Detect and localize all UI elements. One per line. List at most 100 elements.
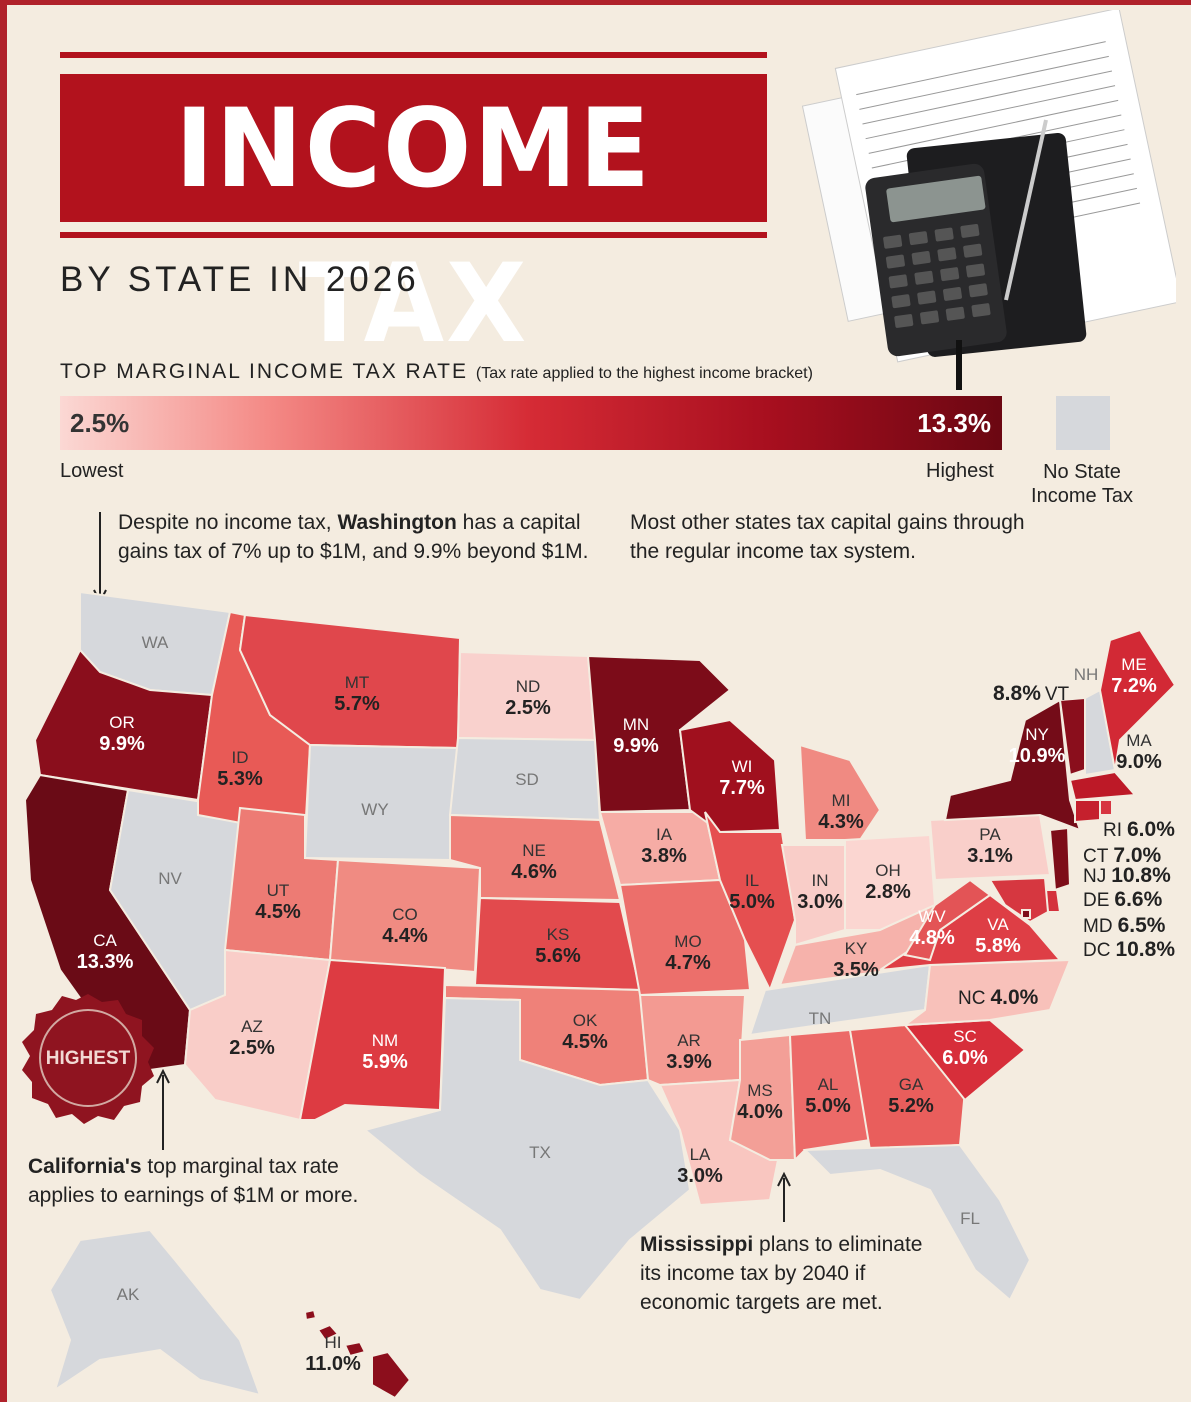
legend-no-tax-label: No State Income Tax (1031, 461, 1133, 507)
state-rate-MA: 9.0% (1116, 751, 1162, 773)
state-abbr-ID: ID (232, 748, 249, 767)
state-MO (618, 878, 752, 997)
state-abbr-IN: IN (812, 871, 829, 890)
state-abbr-VA: VA (987, 915, 1009, 934)
state-abbr-CA: CA (93, 931, 117, 950)
state-rate-NY: 10.9% (1009, 745, 1066, 767)
state-rate-CO: 4.4% (382, 925, 428, 947)
state-abbr-NM: NM (372, 1031, 398, 1050)
california-note: California's top marginal tax rate appli… (28, 1155, 359, 1207)
state-abbr-MN: MN (623, 715, 649, 734)
legend-max-value: 13.3% (917, 408, 991, 438)
state-abbr-PA: PA (979, 825, 1001, 844)
state-abbr-MT: MT (345, 673, 370, 692)
left-border (0, 0, 7, 1402)
state-rate-MO: 4.7% (665, 952, 711, 974)
state-abbr-AR: AR (677, 1031, 701, 1050)
state-NJ (1048, 826, 1072, 892)
state-abbr-UT: UT (267, 881, 290, 900)
state-callout-MD: MD 6.5% (1083, 914, 1166, 937)
state-rate-WV: 4.8% (909, 927, 955, 949)
state-abbr-GA: GA (899, 1075, 924, 1094)
state-abbr-NH: NH (1074, 665, 1099, 684)
state-rate-AL: 5.0% (805, 1095, 851, 1117)
state-DC (1021, 909, 1031, 919)
state-callout-VT: 8.8% VT (993, 682, 1070, 705)
state-abbr-MS: MS (747, 1081, 773, 1100)
page-subtitle: BY STATE IN 2026 (60, 260, 420, 299)
state-MD (988, 876, 1050, 924)
state-WI (678, 718, 782, 834)
state-abbr-ME: ME (1121, 655, 1147, 674)
state-ME (1098, 628, 1177, 771)
state-rate-LA: 3.0% (677, 1165, 723, 1187)
state-abbr-SD: SD (515, 770, 539, 789)
state-abbr-WI: WI (732, 757, 753, 776)
state-abbr-TN: TN (809, 1009, 832, 1028)
state-abbr-NV: NV (158, 869, 182, 888)
state-callout-CT: CT 7.0% (1083, 844, 1162, 867)
state-rate-ND: 2.5% (505, 697, 551, 719)
legend-max-label: Highest (926, 460, 994, 482)
state-rate-ME: 7.2% (1111, 675, 1157, 697)
state-shapes (23, 590, 1177, 1400)
state-abbr-KY: KY (845, 939, 868, 958)
state-abbr-ND: ND (516, 677, 541, 696)
state-rate-PA: 3.1% (967, 845, 1013, 867)
state-rate-OR: 9.9% (99, 733, 145, 755)
highest-seal: HIGHEST (22, 994, 154, 1124)
state-abbr-FL: FL (960, 1209, 980, 1228)
state-rate-IA: 3.8% (641, 845, 687, 867)
state-rate-VA: 5.8% (975, 935, 1021, 957)
seal-text: HIGHEST (46, 1048, 131, 1069)
state-callout-DE: DE 6.6% (1083, 888, 1163, 911)
state-abbr-NY: NY (1025, 725, 1049, 744)
state-WV (903, 878, 992, 962)
state-rate-GA: 5.2% (888, 1095, 934, 1117)
state-rate-NE: 4.6% (511, 861, 557, 883)
state-MA (1068, 770, 1138, 802)
state-rate-AR: 3.9% (666, 1051, 712, 1073)
legend-min-value: 2.5% (70, 408, 130, 438)
state-rate-UT: 4.5% (255, 901, 301, 923)
state-abbr-MO: MO (674, 932, 701, 951)
state-rate-MI: 4.3% (818, 811, 864, 833)
state-CT (1074, 799, 1101, 824)
state-AL (788, 1028, 872, 1163)
state-rate-CA: 13.3% (77, 951, 134, 973)
state-abbr-KS: KS (547, 925, 570, 944)
state-callout-RI: RI 6.0% (1103, 818, 1175, 841)
state-abbr-IA: IA (656, 825, 673, 844)
state-abbr-AL: AL (818, 1075, 839, 1094)
state-abbr-AK: AK (117, 1285, 140, 1304)
state-rate-NM: 5.9% (362, 1051, 408, 1073)
state-NM (298, 958, 447, 1121)
state-abbr-CO: CO (392, 905, 418, 924)
state-rate-OK: 4.5% (562, 1031, 608, 1053)
state-NC (901, 958, 1072, 1027)
state-abbr-AZ: AZ (241, 1017, 263, 1036)
state-rate-HI: 11.0% (305, 1353, 361, 1375)
state-rate-IL: 5.0% (729, 891, 775, 913)
state-rate-ID: 5.3% (217, 768, 263, 790)
state-ND (456, 650, 597, 742)
page-title: INCOME TAX (174, 83, 652, 368)
state-rate-OH: 2.8% (865, 881, 911, 903)
state-abbr-TX: TX (529, 1143, 551, 1162)
state-RI (1099, 799, 1113, 816)
state-GA (848, 1023, 967, 1152)
state-rate-IN: 3.0% (797, 891, 843, 913)
title-rule-top (60, 52, 767, 58)
state-abbr-NE: NE (522, 841, 546, 860)
state-TX (362, 996, 692, 1302)
state-abbr-WA: WA (142, 633, 169, 652)
state-AK (48, 1228, 262, 1397)
tax-forms-calculator-illustration (801, 10, 1176, 390)
state-abbr-WV: WV (918, 907, 946, 926)
legend-title: TOP MARGINAL INCOME TAX RATE (Tax rate a… (60, 360, 813, 383)
title-rule-bottom (60, 232, 767, 238)
state-rate-MN: 9.9% (613, 735, 659, 757)
state-abbr-SC: SC (953, 1027, 977, 1046)
state-abbr-IL: IL (745, 871, 759, 890)
